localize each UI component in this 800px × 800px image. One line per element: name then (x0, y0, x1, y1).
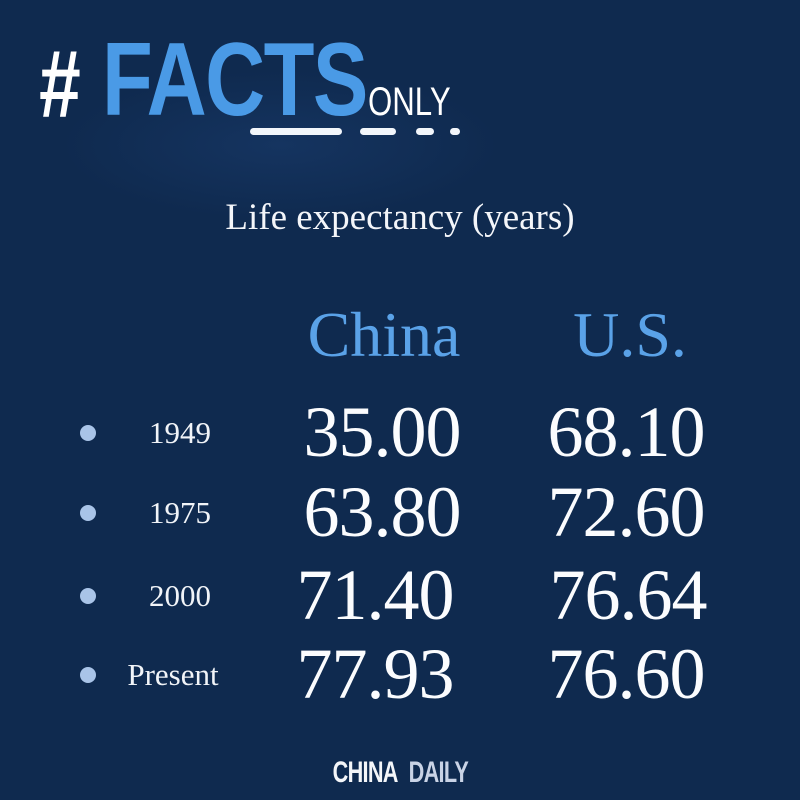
table-row: Present 77.93 76.60 (0, 634, 800, 717)
brand-china: CHINA (332, 756, 399, 789)
column-header-china: China (307, 299, 461, 370)
us-value: 72.60 (547, 472, 706, 552)
china-value: 35.00 (303, 392, 462, 472)
table-row: 1949 35.00 68.10 (0, 392, 800, 475)
bullet-icon (80, 667, 96, 683)
logo-facts: FACTS (102, 22, 368, 138)
bullet-icon (80, 425, 96, 441)
background-glow (60, 70, 500, 220)
logo-hash: # (38, 31, 80, 138)
us-value: 68.10 (547, 392, 706, 472)
logo-underline (450, 128, 460, 135)
bullet-icon (80, 588, 96, 604)
china-daily-logo: CHINA DAILY (0, 756, 800, 790)
table-row: 2000 71.40 76.64 (0, 555, 800, 638)
logo-only: ONLY (368, 80, 451, 124)
bullet-icon (80, 505, 96, 521)
row-label: Present (127, 657, 219, 692)
row-label: 1975 (149, 495, 211, 530)
us-value: 76.60 (547, 634, 706, 714)
china-value: 71.40 (296, 555, 455, 635)
logo-underline (250, 128, 342, 135)
us-value: 76.64 (549, 555, 708, 635)
logo-underline (360, 128, 396, 135)
row-label: 2000 (149, 578, 211, 613)
brand-daily: DAILY (408, 756, 469, 789)
column-header-us: U.S. (573, 299, 687, 370)
chart-title: Life expectancy (years) (225, 197, 575, 238)
china-value: 77.93 (296, 634, 455, 714)
china-value: 63.80 (303, 472, 462, 552)
logo-underline (416, 128, 434, 135)
row-label: 1949 (149, 415, 211, 450)
table-row: 1975 63.80 72.60 (0, 472, 800, 555)
